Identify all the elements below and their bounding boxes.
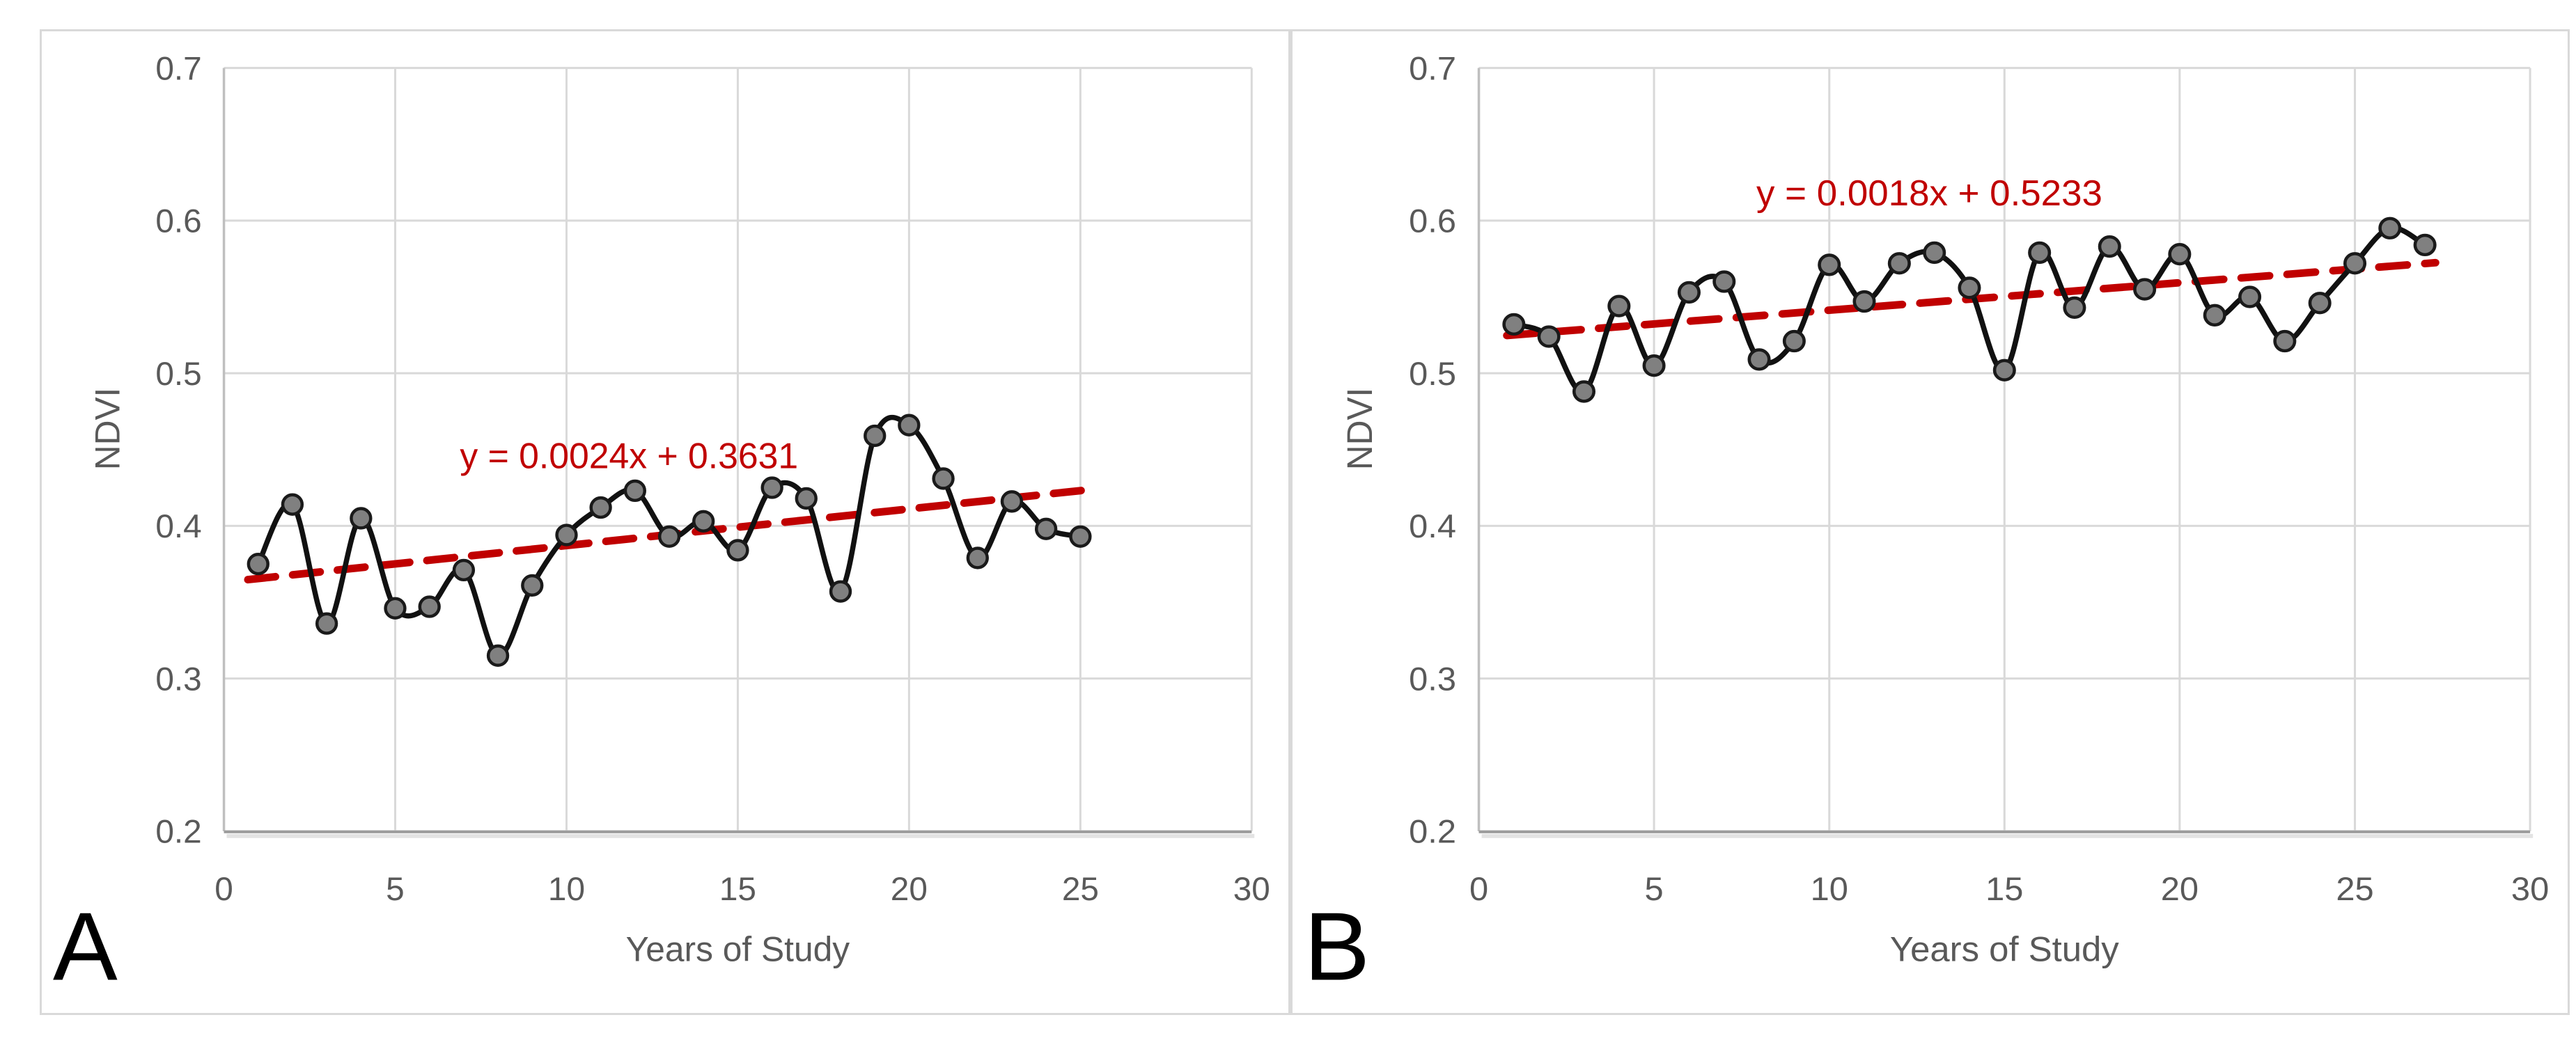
data-point xyxy=(1887,252,1911,275)
data-point xyxy=(486,644,510,667)
data-point xyxy=(1958,276,1981,299)
trendline-equation: y = 0.0018x + 0.5233 xyxy=(1756,174,2102,214)
data-point xyxy=(384,597,407,620)
y-tick-label: 0.7 xyxy=(155,51,201,88)
data-point xyxy=(2413,233,2437,257)
data-point xyxy=(2378,217,2402,239)
data-point xyxy=(1677,281,1701,304)
data-point xyxy=(2063,296,2086,320)
x-tick-label: 25 xyxy=(2336,871,2373,908)
y-tick-label: 0.6 xyxy=(1409,203,1456,239)
data-point xyxy=(247,553,270,576)
y-axis-title: NDVI xyxy=(1340,388,1380,471)
data-point xyxy=(1818,253,1841,276)
data-point xyxy=(726,539,749,562)
x-tick-label: 5 xyxy=(386,871,405,908)
y-tick-label: 0.5 xyxy=(1409,356,1456,393)
trendline-equation: y = 0.0024x + 0.3631 xyxy=(460,436,798,476)
data-point xyxy=(589,496,612,519)
data-point xyxy=(555,524,578,546)
y-tick-label: 0.6 xyxy=(155,203,201,240)
data-point xyxy=(1782,329,1806,353)
data-point xyxy=(2028,241,2052,265)
x-tick-label: 0 xyxy=(214,871,233,908)
data-point xyxy=(418,595,441,618)
data-point xyxy=(2133,278,2157,301)
data-point xyxy=(1712,270,1736,293)
x-tick-label: 30 xyxy=(2511,871,2549,908)
x-axis-title: Years of Study xyxy=(626,930,850,969)
y-tick-label: 0.4 xyxy=(155,508,201,545)
data-point xyxy=(2203,304,2226,327)
x-tick-label: 0 xyxy=(1469,871,1488,908)
panel-letter: B xyxy=(1304,892,1370,1000)
data-point xyxy=(692,510,715,533)
x-tick-label: 20 xyxy=(2161,871,2199,908)
data-point xyxy=(966,546,989,569)
data-point xyxy=(1747,348,1771,371)
line-chart-b: y = 0.0018x + 0.5233 0.7 0.6 0.5 0.4 0.3 0.2 0 5… xyxy=(1304,50,2549,1000)
data-point xyxy=(623,479,647,503)
chart-panel-a: y = 0.0024x + 0.3631 0.7 0.6 0.5 0.4 0.3 0.2 0 5… xyxy=(40,29,1290,1015)
data-point xyxy=(1000,490,1024,513)
data-point xyxy=(2168,242,2192,266)
data-point xyxy=(2308,292,2332,315)
chart-panel-b: y = 0.0018x + 0.5233 0.7 0.6 0.5 0.4 0.3 0.2 0 5… xyxy=(1290,29,2570,1015)
data-point xyxy=(829,580,852,603)
y-tick-label: 0.7 xyxy=(1409,50,1456,87)
data-point xyxy=(1642,354,1666,377)
y-tick-label: 0.5 xyxy=(155,356,201,393)
data-point xyxy=(795,487,818,510)
x-tick-label: 10 xyxy=(548,871,585,908)
data-point xyxy=(350,507,373,530)
data-point xyxy=(2238,285,2262,308)
data-point xyxy=(452,558,476,582)
x-tick-label: 15 xyxy=(1985,871,2023,908)
y-tick-label: 0.2 xyxy=(155,814,201,851)
x-tick-label: 10 xyxy=(1811,871,1848,908)
data-point xyxy=(281,493,304,516)
data-point xyxy=(1034,517,1058,540)
data-point xyxy=(1852,290,1876,313)
y-axis-title: NDVI xyxy=(88,388,127,471)
y-tick-label: 0.4 xyxy=(1409,508,1456,545)
data-point xyxy=(657,525,681,548)
trendline xyxy=(1503,258,2440,340)
data-point xyxy=(2273,329,2297,353)
data-point xyxy=(1923,241,1946,265)
y-tick-label: 0.3 xyxy=(1409,661,1456,698)
data-point xyxy=(1069,525,1092,548)
y-tick-label: 0.2 xyxy=(1409,813,1456,850)
data-point xyxy=(760,476,783,499)
panel-letter: A xyxy=(53,892,118,1000)
data-point xyxy=(932,467,955,490)
data-point xyxy=(1502,313,1526,336)
y-tick-label: 0.3 xyxy=(155,661,201,698)
data-point xyxy=(864,424,887,448)
data-point xyxy=(898,414,921,437)
x-tick-label: 30 xyxy=(1233,871,1270,908)
data-point xyxy=(1607,294,1631,317)
x-tick-label: 5 xyxy=(1645,871,1664,908)
data-point xyxy=(2343,252,2367,275)
x-axis-title: Years of Study xyxy=(1890,930,2120,968)
data-point xyxy=(1992,359,2016,382)
x-tick-label: 20 xyxy=(891,871,928,908)
data-point xyxy=(315,612,338,635)
data-point xyxy=(2098,235,2121,258)
line-chart-a: y = 0.0024x + 0.3631 0.7 0.6 0.5 0.4 0.3 0.2 0 5… xyxy=(53,51,1270,1001)
data-point xyxy=(1572,380,1596,403)
data-point xyxy=(1537,325,1561,348)
data-point xyxy=(521,574,544,597)
x-tick-label: 25 xyxy=(1062,871,1099,908)
x-tick-label: 15 xyxy=(719,871,756,908)
